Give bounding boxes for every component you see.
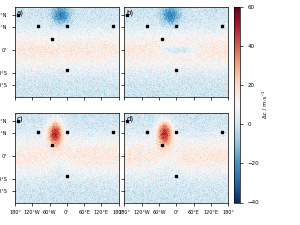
Text: d): d) bbox=[127, 115, 134, 122]
Text: b): b) bbox=[127, 9, 134, 16]
Text: a): a) bbox=[17, 9, 24, 16]
Y-axis label: Δc / m·s⁻¹: Δc / m·s⁻¹ bbox=[262, 91, 268, 118]
Text: c): c) bbox=[17, 115, 24, 122]
